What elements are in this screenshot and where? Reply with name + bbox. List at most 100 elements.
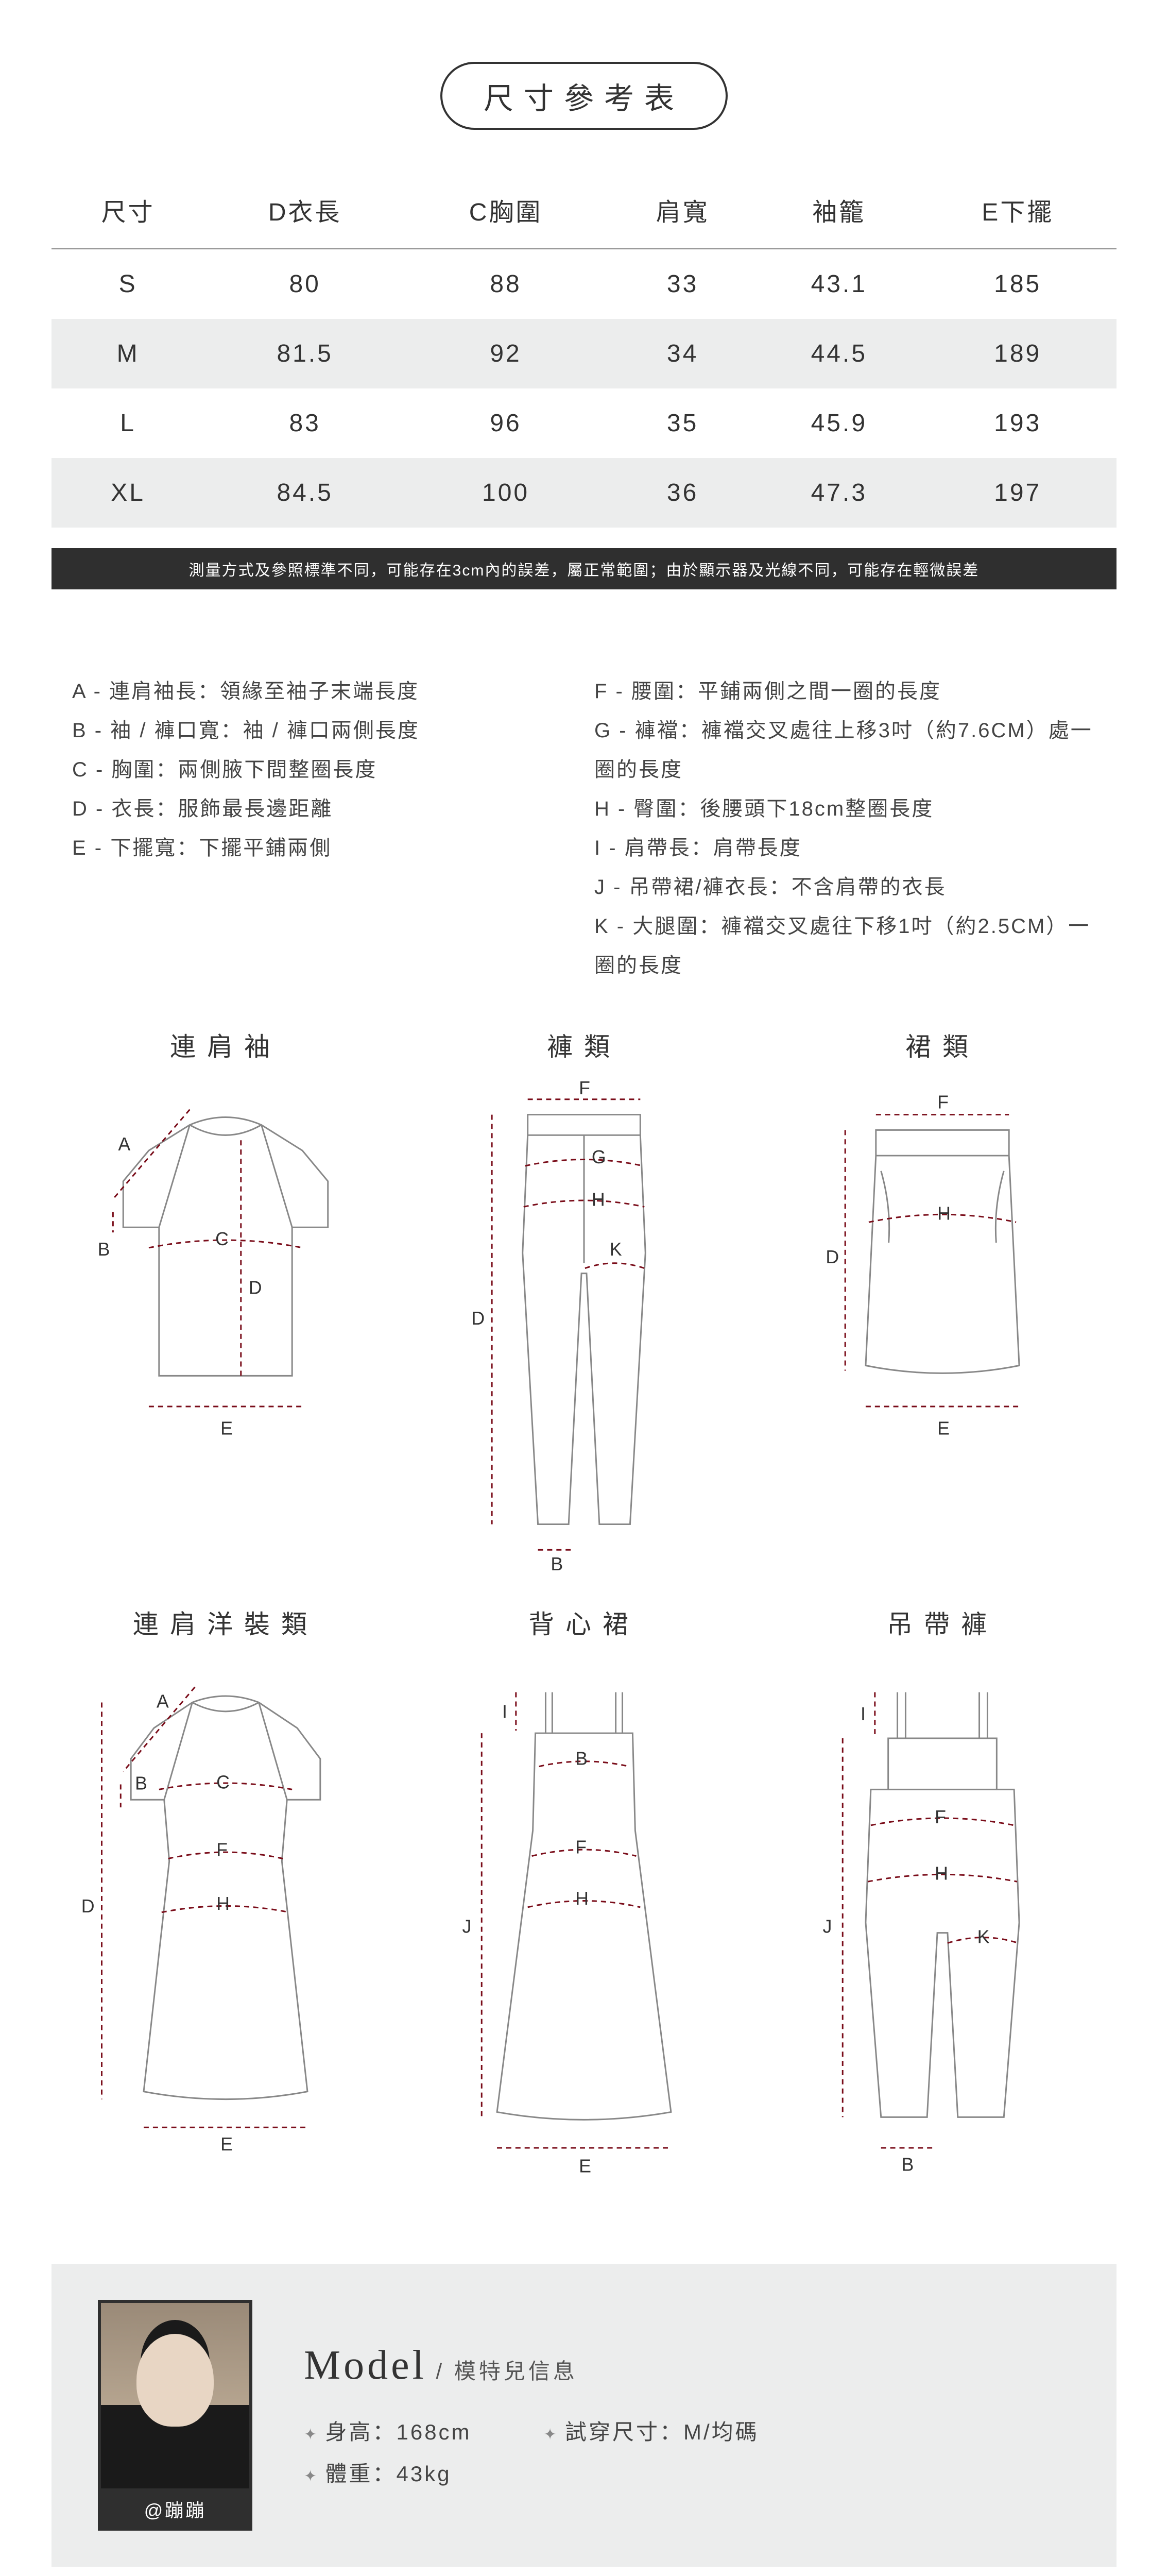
diagram-label: 裙類 — [779, 1026, 1106, 1063]
legend-column-left: A - 連肩袖長：領緣至袖子末端長度 B - 袖 / 褲口寬：袖 / 褲口兩側長… — [72, 672, 574, 985]
table-cell: 189 — [919, 319, 1117, 388]
diagram-skirt: 裙類 F H D E — [779, 1026, 1106, 1573]
diagram-label: 背心裙 — [420, 1604, 748, 1641]
table-row: S80883343.1185 — [51, 249, 1117, 319]
svg-text:I: I — [861, 1704, 866, 1724]
diagram-raglan-top: 連肩袖 A B C D E — [62, 1026, 389, 1573]
svg-text:D: D — [249, 1277, 262, 1298]
svg-text:D: D — [471, 1308, 485, 1329]
avatar-icon — [101, 2303, 249, 2488]
size-table-header: 袖籠 — [759, 171, 919, 249]
svg-text:E: E — [937, 1418, 950, 1439]
svg-text:F: F — [579, 1079, 590, 1098]
size-table: 尺寸 D衣長 C胸圍 肩寬 袖籠 E下擺 S80883343.1185M81.5… — [51, 171, 1117, 528]
table-cell: 35 — [606, 388, 759, 458]
table-cell: 100 — [405, 458, 606, 528]
svg-text:K: K — [610, 1239, 622, 1260]
svg-text:I: I — [502, 1701, 507, 1722]
svg-text:B: B — [98, 1239, 110, 1260]
table-cell: 36 — [606, 458, 759, 528]
svg-text:K: K — [977, 1927, 990, 1947]
model-title-main: Model — [304, 2343, 427, 2388]
raglan-top-icon: A B C D E — [62, 1079, 389, 1448]
table-row: M81.5923444.5189 — [51, 319, 1117, 388]
svg-text:E: E — [220, 1418, 233, 1439]
size-table-header-row: 尺寸 D衣長 C胸圍 肩寬 袖籠 E下擺 — [51, 171, 1117, 249]
model-photo: @蹦蹦 — [98, 2300, 252, 2531]
model-height: 身高：168cm — [304, 2415, 472, 2446]
page-title: 尺寸參考表 — [51, 62, 1117, 130]
table-cell: S — [51, 249, 204, 319]
legend-line: E - 下擺寬：下擺平鋪兩側 — [72, 828, 574, 868]
size-table-header: 肩寬 — [606, 171, 759, 249]
model-weight: 體重：43kg — [304, 2456, 472, 2488]
page-title-text: 尺寸參考表 — [440, 62, 728, 130]
raglan-dress-icon: A B C F H D E — [62, 1656, 389, 2158]
diagram-overalls: 吊帶褲 I F H K J B — [779, 1604, 1106, 2181]
table-cell: 44.5 — [759, 319, 919, 388]
legend-line: G - 褲襠：褲襠交叉處往上移3吋（約7.6CM）處一圈的長度 — [594, 711, 1096, 789]
skirt-icon: F H D E — [779, 1079, 1106, 1448]
table-cell: 83 — [204, 388, 405, 458]
table-cell: L — [51, 388, 204, 458]
svg-text:E: E — [579, 2156, 591, 2177]
legend-line: F - 腰圍：平鋪兩側之間一圈的長度 — [594, 672, 1096, 711]
overalls-icon: I F H K J B — [779, 1656, 1106, 2179]
model-info: Model / 模特兒信息 身高：168cm 試穿尺寸：M/均碼 體重：43kg — [304, 2342, 759, 2488]
table-cell: M — [51, 319, 204, 388]
svg-text:A: A — [157, 1691, 169, 1711]
table-cell: 43.1 — [759, 249, 919, 319]
legend-column-right: F - 腰圍：平鋪兩側之間一圈的長度 G - 褲襠：褲襠交叉處往上移3吋（約7.… — [594, 672, 1096, 985]
model-section-title: Model / 模特兒信息 — [304, 2342, 759, 2389]
diagram-slip-dress: 背心裙 I B F H J E — [420, 1604, 748, 2181]
table-cell: 96 — [405, 388, 606, 458]
size-table-header: 尺寸 — [51, 171, 204, 249]
table-cell: 45.9 — [759, 388, 919, 458]
svg-text:H: H — [575, 1888, 589, 1909]
svg-text:H: H — [216, 1893, 230, 1914]
svg-text:F: F — [216, 1840, 228, 1860]
diagram-label: 連肩袖 — [62, 1026, 389, 1063]
table-cell: 34 — [606, 319, 759, 388]
legend-line: K - 大腿圍：褲襠交叉處往下移1吋（約2.5CM）一圈的長度 — [594, 907, 1096, 985]
model-title-sub: / 模特兒信息 — [427, 2359, 578, 2383]
table-cell: 81.5 — [204, 319, 405, 388]
diagram-raglan-dress: 連肩洋裝類 A B C F H — [62, 1604, 389, 2181]
legend-line: J - 吊帶裙/褲衣長：不含肩帶的衣長 — [594, 868, 1096, 907]
legend-line: I - 肩帶長：肩帶長度 — [594, 828, 1096, 868]
size-table-header: E下擺 — [919, 171, 1117, 249]
diagram-pants: 褲類 F G H K D B — [420, 1026, 748, 1573]
diagram-label: 吊帶褲 — [779, 1604, 1106, 1641]
size-table-header: D衣長 — [204, 171, 405, 249]
measurement-legend: A - 連肩袖長：領緣至袖子末端長度 B - 袖 / 褲口寬：袖 / 褲口兩側長… — [72, 672, 1096, 985]
table-cell: 47.3 — [759, 458, 919, 528]
model-tag: @蹦蹦 — [101, 2488, 249, 2528]
table-row: XL84.51003647.3197 — [51, 458, 1117, 528]
svg-text:G: G — [592, 1147, 606, 1167]
model-fit: 試穿尺寸：M/均碼 — [544, 2415, 759, 2446]
table-cell: XL — [51, 458, 204, 528]
legend-line: C - 胸圍：兩側腋下間整圈長度 — [72, 750, 574, 789]
svg-text:H: H — [935, 1863, 948, 1884]
svg-text:J: J — [822, 1917, 832, 1937]
diagram-grid: 連肩袖 A B C D E — [62, 1026, 1106, 2181]
svg-text:F: F — [575, 1837, 587, 1858]
size-table-header: C胸圍 — [405, 171, 606, 249]
svg-text:B: B — [575, 1749, 588, 1769]
table-cell: 185 — [919, 249, 1117, 319]
svg-text:C: C — [215, 1229, 229, 1249]
model-stats: 身高：168cm 試穿尺寸：M/均碼 體重：43kg — [304, 2415, 759, 2488]
svg-text:D: D — [826, 1247, 839, 1267]
svg-text:F: F — [937, 1092, 949, 1113]
legend-line: D - 衣長：服飾最長邊距離 — [72, 789, 574, 828]
table-cell: 88 — [405, 249, 606, 319]
svg-text:J: J — [462, 1917, 471, 1937]
svg-text:B: B — [135, 1773, 147, 1793]
svg-text:F: F — [935, 1807, 946, 1827]
legend-line: H - 臀圍：後腰頭下18cm整圈長度 — [594, 789, 1096, 828]
pants-icon: F G H K D B — [420, 1079, 748, 1570]
svg-text:C: C — [216, 1772, 230, 1792]
slip-dress-icon: I B F H J E — [420, 1656, 748, 2179]
model-info-box: @蹦蹦 Model / 模特兒信息 身高：168cm 試穿尺寸：M/均碼 體重：… — [51, 2264, 1117, 2567]
svg-text:H: H — [937, 1203, 951, 1224]
